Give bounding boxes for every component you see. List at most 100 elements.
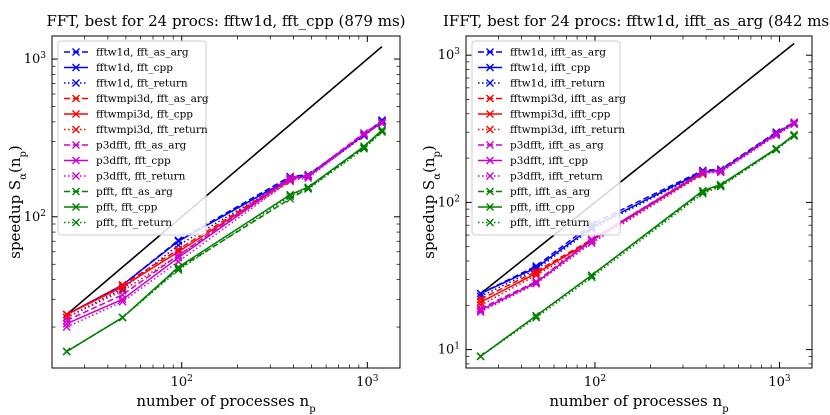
data-point [476,298,485,307]
data-point [174,263,183,272]
plot-area [476,42,799,361]
data-point [790,120,799,129]
legend-entry: fftwmpi3d, fft_return [64,124,208,136]
legend-marker [72,187,80,196]
data-point [62,319,71,328]
data-point [587,238,596,247]
legend-label: fftw1d, ifft_cpp [510,62,591,74]
legend-box [57,40,207,236]
ideal-speedup-line [480,42,795,295]
data-point [698,189,707,198]
data-point [304,174,313,183]
legend-label: p3dfft, fft_cpp [96,155,171,167]
y-tick-label: 103 [24,51,47,67]
legend-label: fftw1d, fft_return [96,78,188,90]
data-point [532,278,541,287]
data-point [286,174,295,183]
data-point [716,167,725,176]
data-point [286,190,295,199]
data-point [304,183,313,192]
legend-label: fftwmpi3d, ifft_as_arg [510,93,626,105]
legend-label: p3dfft, ifft_return [510,171,603,183]
legend-entry: fftw1d, fft_return [64,78,188,90]
legend-label: pfft, fft_cpp [96,202,158,214]
data-point [716,182,725,191]
x-axis-label: number of processes np [136,392,315,415]
legend-entry: fftw1d, fft_cpp [64,62,173,74]
legend-marker [72,63,80,72]
series-p3dfft-fft-return [62,119,387,332]
legend-marker [486,156,494,165]
axes-frame [51,35,401,369]
data-point [476,352,485,361]
y-tick-label: 103 [438,47,461,63]
data-point [360,132,369,141]
chart-title: FFT, best for 24 procs: fftw1d, fft_cpp … [46,12,405,30]
legend-entry: p3dfft, fft_cpp [64,155,171,167]
y-tick-label: 102 [24,209,46,225]
legend-entry: p3dfft, ifft_cpp [478,155,588,167]
data-point [286,192,295,201]
legend-marker [486,125,494,134]
data-point [304,172,313,181]
legend-label: fftw1d, ifft_as_arg [510,47,606,59]
legend-marker [486,203,494,211]
data-point [62,310,71,319]
series-line [66,177,291,316]
data-point [532,271,541,280]
ideal-speedup-line [66,45,383,316]
data-point [587,271,596,280]
data-point [532,311,541,320]
legend-label: fftwmpi3d, ifft_cpp [510,109,611,121]
legend-entry: fftwmpi3d, fft_cpp [64,109,193,121]
data-point [698,169,707,178]
data-point [174,251,183,260]
data-point [174,265,183,274]
x-tick-label: 103 [768,374,791,390]
data-point [476,308,485,317]
legend-marker [72,141,80,149]
legend-entry: p3dfft, ifft_as_arg [478,140,604,152]
legend-label: pfft, ifft_as_arg [510,186,591,198]
legend-label: pfft, fft_return [96,217,172,229]
legend-label: p3dfft, ifft_as_arg [510,140,604,152]
data-point [286,176,295,185]
data-point [532,279,541,288]
data-point [378,126,387,134]
legend-marker [486,48,494,56]
data-point [118,297,127,306]
legend-label: fftwmpi3d, ifft_return [510,124,625,136]
ifft-speedup-chart: IFFT, best for 24 procs: fftw1d, ifft_as… [420,12,830,415]
y-tick-label: 101 [438,342,460,358]
legend-marker [486,218,494,227]
series-pfft-ifft-return [476,132,799,361]
x-tick-label: 103 [356,374,379,390]
legend-marker [486,187,494,196]
data-point [118,313,127,322]
data-point [304,185,313,194]
x-tick-label: 102 [584,374,606,390]
legend-label: p3dfft, ifft_cpp [510,155,588,167]
legend-label: fftw1d, fft_cpp [96,62,173,74]
legend-label: fftw1d, ifft_return [510,78,605,90]
legend: fftw1d, ifft_as_arg fftw1d, ifft_cpp fftw1… [471,40,626,236]
legend-entry: fftwmpi3d, ifft_as_arg [478,93,626,105]
legend-entry: pfft, ifft_return [478,217,590,229]
axis-ticks [465,36,812,368]
data-point [360,144,369,153]
data-point [772,144,781,153]
legend-marker [72,203,80,211]
data-point [532,313,541,322]
legend-label: pfft, ifft_return [510,217,590,229]
fft-speedup-chart: FFT, best for 24 procs: fftw1d, fft_cpp … [6,12,406,415]
legend-entry: fftwmpi3d, ifft_cpp [478,109,611,121]
data-point [360,129,369,138]
legend-label: fftwmpi3d, fft_return [96,124,208,136]
legend-marker [72,79,80,87]
data-point [476,304,485,313]
legend-marker [72,172,80,180]
chart-title: IFFT, best for 24 procs: fftw1d, ifft_as… [443,12,830,30]
legend-marker [486,110,494,118]
legend-entry: fftw1d, ifft_return [478,78,605,90]
axis-ticks [51,36,400,368]
